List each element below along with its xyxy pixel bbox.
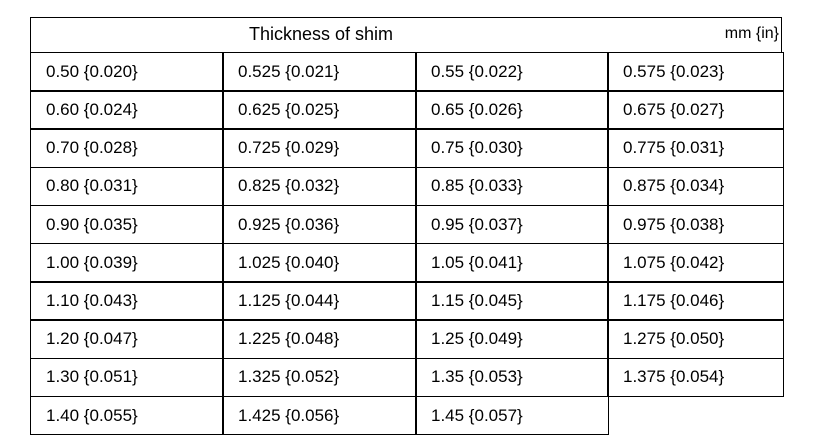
table-cell: 1.05 {0.041}	[415, 243, 609, 283]
table-cell: 1.40 {0.055}	[30, 395, 224, 436]
table-cell: 1.175 {0.046}	[607, 281, 784, 321]
table-cell: 1.375 {0.054}	[607, 357, 784, 398]
table-cell: 1.30 {0.051}	[30, 357, 224, 398]
table-cell: 1.275 {0.050}	[607, 319, 784, 360]
table-cell: 0.95 {0.037}	[415, 204, 609, 245]
table-cell: 0.575 {0.023}	[607, 52, 784, 92]
table-cell: 0.825 {0.032}	[222, 166, 417, 207]
table-cell: 0.975 {0.038}	[607, 204, 784, 245]
table-cell: 0.675 {0.027}	[607, 90, 784, 130]
table-cell: 0.75 {0.030}	[415, 128, 609, 169]
table-cell: 1.15 {0.045}	[415, 281, 609, 321]
table-cell: 1.25 {0.049}	[415, 319, 609, 360]
table-cell: 1.325 {0.052}	[222, 357, 417, 398]
table-cell: 1.425 {0.056}	[222, 395, 417, 436]
table-cell: 0.70 {0.028}	[30, 128, 224, 169]
table-cell: 0.90 {0.035}	[30, 204, 224, 245]
table-header: Thickness of shim mm {in}	[30, 17, 782, 53]
table-cell: 0.55 {0.022}	[415, 52, 609, 92]
table-cell: 1.025 {0.040}	[222, 243, 417, 283]
table-cell: 1.45 {0.057}	[415, 395, 609, 436]
table-cell: 0.65 {0.026}	[415, 90, 609, 130]
table-cell: 0.875 {0.034}	[607, 166, 784, 207]
table-cell: 0.60 {0.024}	[30, 90, 224, 130]
table-cell: 1.00 {0.039}	[30, 243, 224, 283]
table-cell: 1.35 {0.053}	[415, 357, 609, 398]
table-cell: 0.525 {0.021}	[222, 52, 417, 92]
table-cell: 0.85 {0.033}	[415, 166, 609, 207]
header-title: Thickness of shim	[248, 24, 394, 44]
table-cell: 1.125 {0.044}	[222, 281, 417, 321]
table-cell: 0.775 {0.031}	[607, 128, 784, 169]
header-units: mm {in}	[724, 25, 779, 42]
table-cell: 1.225 {0.048}	[222, 319, 417, 360]
table-cell: 0.80 {0.031}	[30, 166, 224, 207]
table-cell: 1.10 {0.043}	[30, 281, 224, 321]
table-cell: 0.725 {0.029}	[222, 128, 417, 169]
table-cell: 1.20 {0.047}	[30, 319, 224, 360]
table-cell: 0.50 {0.020}	[30, 52, 224, 92]
table-cell: 1.075 {0.042}	[607, 243, 784, 283]
table-cell: 0.925 {0.036}	[222, 204, 417, 245]
table-cell: 0.625 {0.025}	[222, 90, 417, 130]
